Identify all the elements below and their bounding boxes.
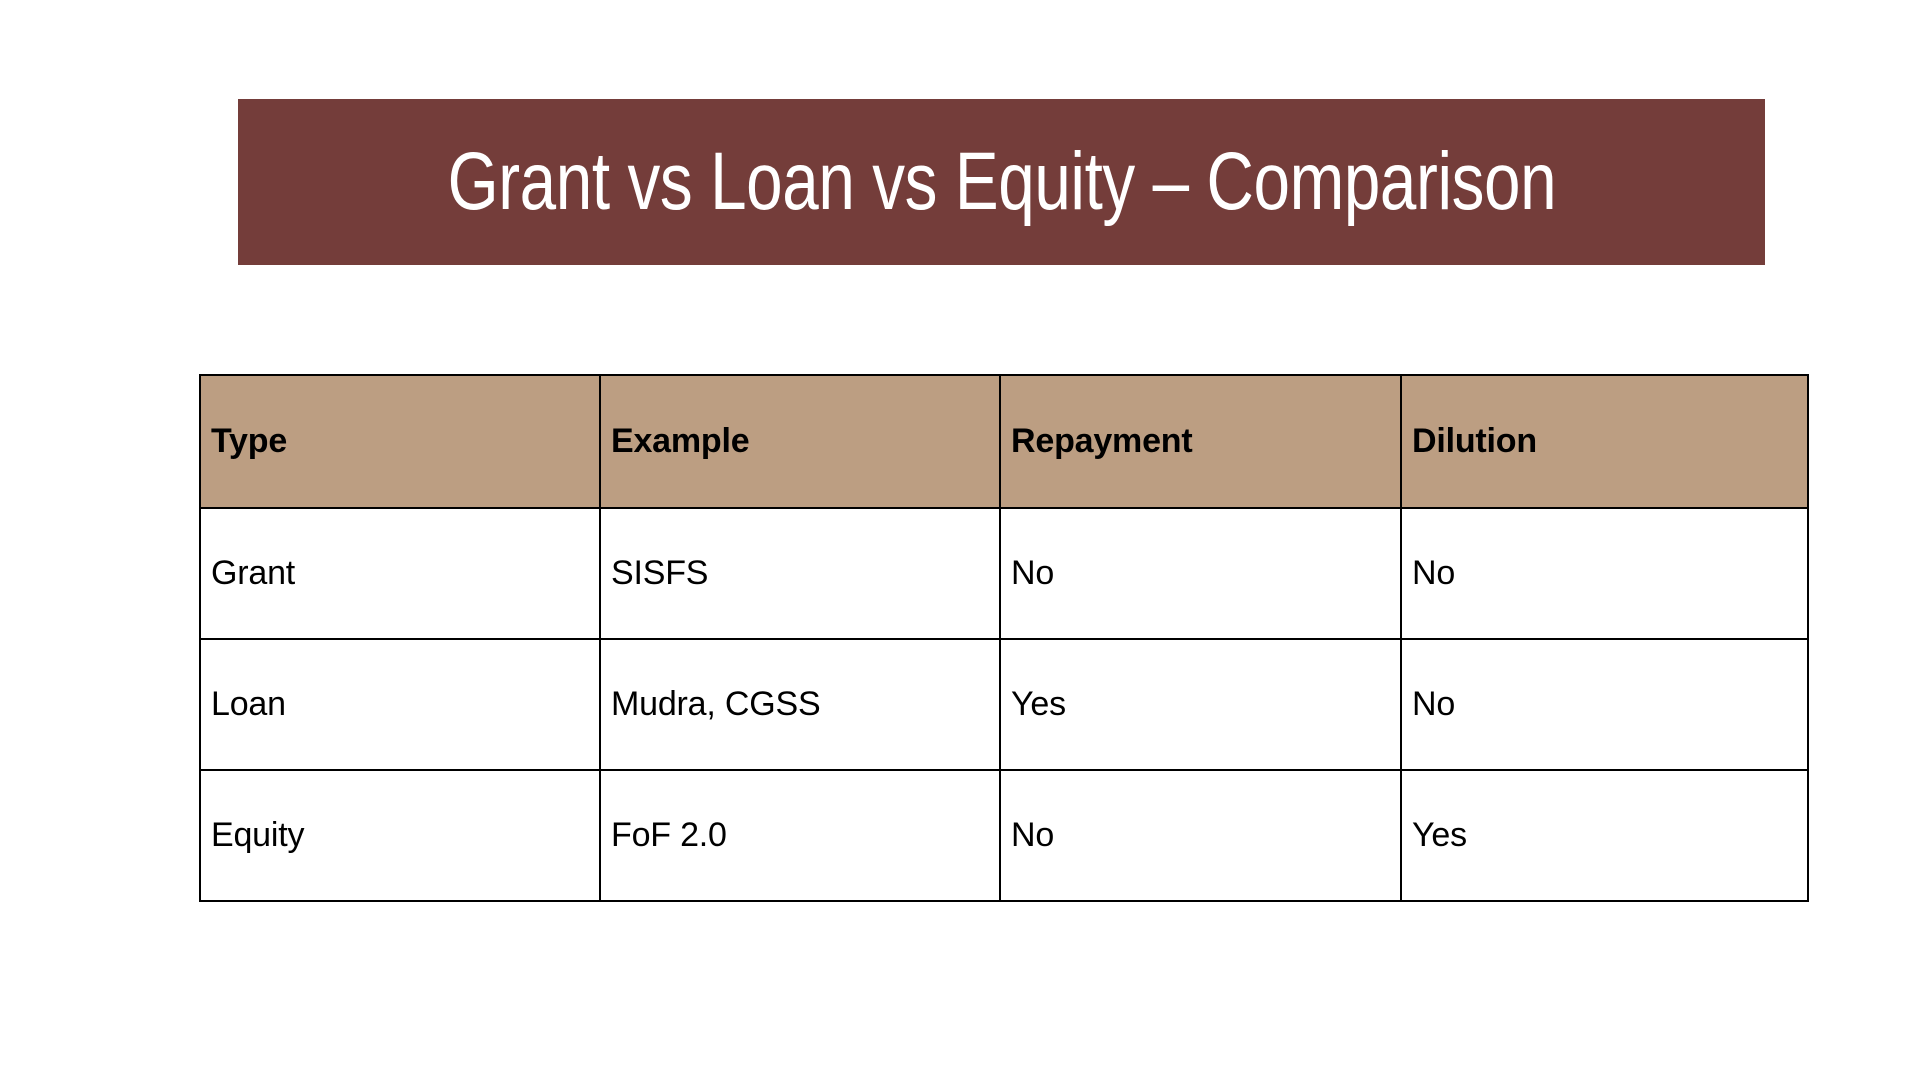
cell-type-value: Loan (211, 685, 286, 723)
cell-example: SISFS (599, 507, 1001, 640)
comparison-table: Type Example Repayment Dilution (199, 374, 1809, 902)
column-header-dilution-label: Dilution (1412, 422, 1537, 460)
cell-dilution-value: No (1412, 554, 1456, 592)
table-row: Equity FoF 2.0 No Yes (199, 769, 1809, 902)
cell-dilution: No (1400, 638, 1809, 771)
column-header-repayment-label: Repayment (1011, 422, 1193, 460)
cell-dilution-value: No (1412, 685, 1456, 723)
column-header-type-label: Type (211, 422, 288, 460)
page-title: Grant vs Loan vs Equity – Comparison (447, 135, 1556, 227)
cell-example-value: Mudra, CGSS (611, 685, 821, 723)
cell-dilution: No (1400, 507, 1809, 640)
column-header-dilution: Dilution (1400, 374, 1809, 509)
cell-type-value: Grant (211, 554, 296, 592)
cell-example-value: SISFS (611, 554, 709, 592)
table-row: Grant SISFS No No (199, 507, 1809, 640)
cell-example-value: FoF 2.0 (611, 816, 727, 854)
title-band: Grant vs Loan vs Equity – Comparison (238, 99, 1765, 265)
column-header-repayment: Repayment (999, 374, 1402, 509)
cell-dilution-value: Yes (1412, 816, 1467, 854)
table-row: Loan Mudra, CGSS Yes No (199, 638, 1809, 771)
cell-repayment-value: No (1011, 554, 1055, 592)
cell-type: Loan (199, 638, 601, 771)
cell-repayment: No (999, 769, 1402, 902)
cell-example: Mudra, CGSS (599, 638, 1001, 771)
cell-repayment: Yes (999, 638, 1402, 771)
cell-example: FoF 2.0 (599, 769, 1001, 902)
column-header-type: Type (199, 374, 601, 509)
cell-repayment-value: No (1011, 816, 1055, 854)
cell-type-value: Equity (211, 816, 305, 854)
cell-type: Equity (199, 769, 601, 902)
table-header-row: Type Example Repayment Dilution (199, 374, 1809, 509)
cell-repayment-value: Yes (1011, 685, 1066, 723)
column-header-example: Example (599, 374, 1001, 509)
table-header: Type Example Repayment Dilution (199, 374, 1809, 509)
cell-repayment: No (999, 507, 1402, 640)
comparison-table-wrapper: Type Example Repayment Dilution (199, 374, 1809, 902)
cell-dilution: Yes (1400, 769, 1809, 902)
table-body: Grant SISFS No No Loan (199, 507, 1809, 902)
column-header-example-label: Example (611, 422, 750, 460)
cell-type: Grant (199, 507, 601, 640)
